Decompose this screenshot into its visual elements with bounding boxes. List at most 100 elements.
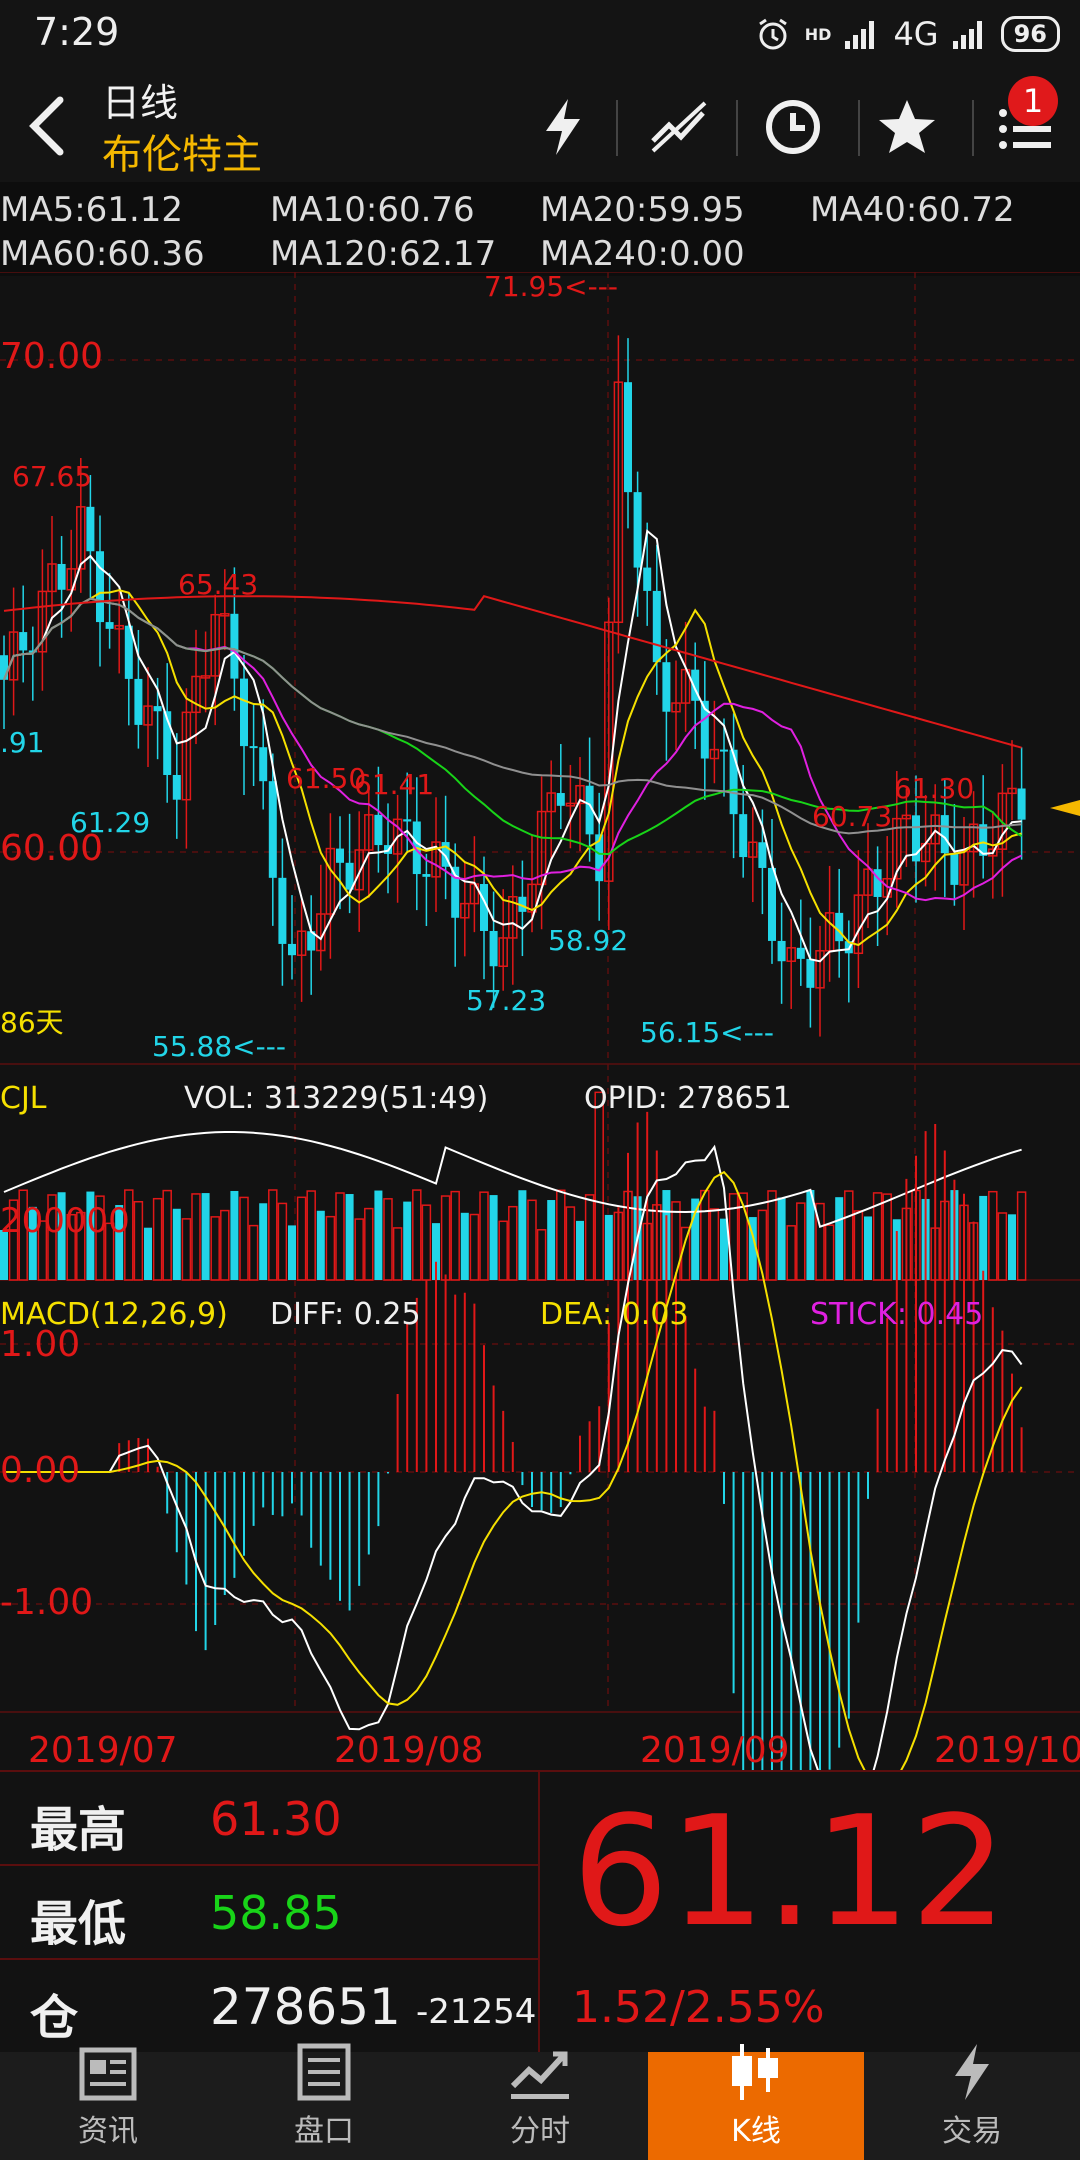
nav-timeshare-label: 分时 — [510, 2114, 570, 2149]
volume-bar — [181, 1218, 192, 1281]
volume-bar — [489, 1195, 498, 1280]
candle-body — [114, 624, 124, 630]
volume-bar — [757, 1209, 768, 1281]
candle-body — [278, 877, 287, 944]
back-button[interactable] — [18, 90, 78, 160]
candle-body — [950, 853, 959, 885]
volume-bar — [1008, 1214, 1016, 1280]
clock-icon — [766, 100, 820, 154]
candle-body — [691, 669, 700, 701]
candle-body — [595, 834, 604, 882]
ma10-label: MA10:60.76 — [270, 190, 475, 230]
candle-body — [912, 815, 920, 862]
volume-bar — [872, 1192, 883, 1281]
candle-body — [508, 896, 518, 939]
volume-bar — [230, 1190, 239, 1280]
notification-badge: 1 — [1008, 76, 1058, 126]
volume-bar — [86, 1191, 95, 1280]
volume-bar — [815, 1202, 825, 1281]
volume-bar — [345, 1194, 354, 1280]
volume-bar — [210, 1216, 220, 1281]
volume-bar — [144, 1227, 152, 1280]
ma20-label: MA20:59.95 — [540, 190, 745, 230]
volume-bar — [8, 1199, 19, 1281]
date-label-sep: 2019/09 — [640, 1730, 790, 1770]
divider — [0, 1958, 538, 1960]
orderbook-icon — [297, 2043, 351, 2101]
volume-bar — [104, 1222, 115, 1281]
open-interest-label: 仓 — [30, 1990, 79, 2046]
instrument-name: 布伦特主 — [102, 132, 262, 178]
candle-body — [1017, 788, 1026, 820]
volume-bar — [288, 1225, 296, 1280]
low-label: 最低 — [30, 1896, 127, 1952]
nav-trade[interactable]: 交易 — [864, 2044, 1080, 2160]
candle-body — [249, 746, 258, 749]
candle-body — [230, 613, 239, 679]
drawing-tool-button[interactable] — [644, 92, 714, 162]
vol-value: VOL: 313229(51:49) — [184, 1081, 488, 1116]
period-button[interactable] — [758, 92, 828, 162]
ma20-line — [3, 597, 1023, 902]
timeshare-icon — [510, 2051, 569, 2099]
volume-bar — [864, 1216, 872, 1280]
volume-bar — [325, 1215, 336, 1281]
volume-bar — [576, 1220, 584, 1280]
alarm-icon — [758, 18, 787, 50]
candle-body — [105, 622, 114, 629]
candle-body — [191, 675, 201, 714]
bottom-navigation: 资讯 盘口 分时 K线 交易 — [0, 2043, 1080, 2160]
stick-value: STICK: 0.45 — [810, 1297, 983, 1332]
candle-body — [86, 506, 95, 552]
nav-news[interactable]: 资讯 — [0, 2047, 216, 2160]
volume-bar — [584, 1194, 595, 1281]
candle-body — [307, 931, 316, 951]
nav-orderbook[interactable]: 盘口 — [216, 2043, 432, 2160]
volume-bar — [565, 1206, 576, 1281]
volume-bar — [738, 1192, 748, 1281]
volume-bar — [201, 1193, 210, 1280]
volume-bar — [383, 1198, 393, 1281]
open-interest-line — [3, 1131, 1022, 1228]
candle-body — [518, 896, 527, 912]
nav-timeshare[interactable]: 分时 — [432, 2051, 648, 2160]
volume-bar — [479, 1191, 489, 1281]
volume-bar — [133, 1201, 144, 1281]
network-label: 4G — [893, 15, 939, 53]
kline-chart[interactable]: 70.00 60.00 71.95<--- 67.65 65.43 61.50 … — [0, 272, 1080, 1770]
candle-body — [19, 632, 28, 651]
volume-bar — [277, 1202, 288, 1281]
volume-bar — [853, 1210, 864, 1281]
flash-button[interactable] — [528, 92, 598, 162]
candle-body — [422, 874, 431, 877]
ma60-label: MA60:60.36 — [0, 234, 205, 274]
volume-bar — [191, 1193, 201, 1281]
period-days-label: 86天 — [0, 1006, 64, 1039]
volume-bar — [115, 1205, 124, 1280]
date-label-aug: 2019/08 — [334, 1730, 484, 1770]
nav-kline[interactable]: K线 — [648, 2044, 864, 2160]
candle-body — [96, 551, 104, 623]
favorite-button[interactable] — [872, 92, 942, 162]
ma240-label: MA240:0.00 — [540, 234, 745, 274]
volume-bar — [469, 1213, 480, 1281]
volume-bar — [748, 1217, 757, 1280]
candle-body — [652, 590, 661, 663]
price-axis: 70.00 60.00 — [0, 336, 103, 869]
candle-body — [863, 868, 873, 896]
volume-bar — [450, 1190, 460, 1281]
annotation-5892: 58.92 — [548, 924, 628, 957]
candle-body — [546, 792, 556, 813]
candle-body — [815, 950, 825, 989]
candle-body — [979, 824, 988, 856]
candle-body — [451, 866, 460, 918]
star-icon — [879, 100, 935, 153]
volume-bar — [421, 1204, 432, 1281]
candle-body — [768, 867, 776, 941]
candle-body — [739, 814, 748, 858]
nav-kline-label: K线 — [731, 2114, 781, 2149]
candle-body — [585, 785, 594, 835]
divider — [538, 1770, 540, 2052]
macd-legend: MACD(12,26,9) DIFF: 0.25 DEA: 0.03 STICK… — [0, 1297, 983, 1623]
macd-lines — [4, 1144, 1023, 1770]
